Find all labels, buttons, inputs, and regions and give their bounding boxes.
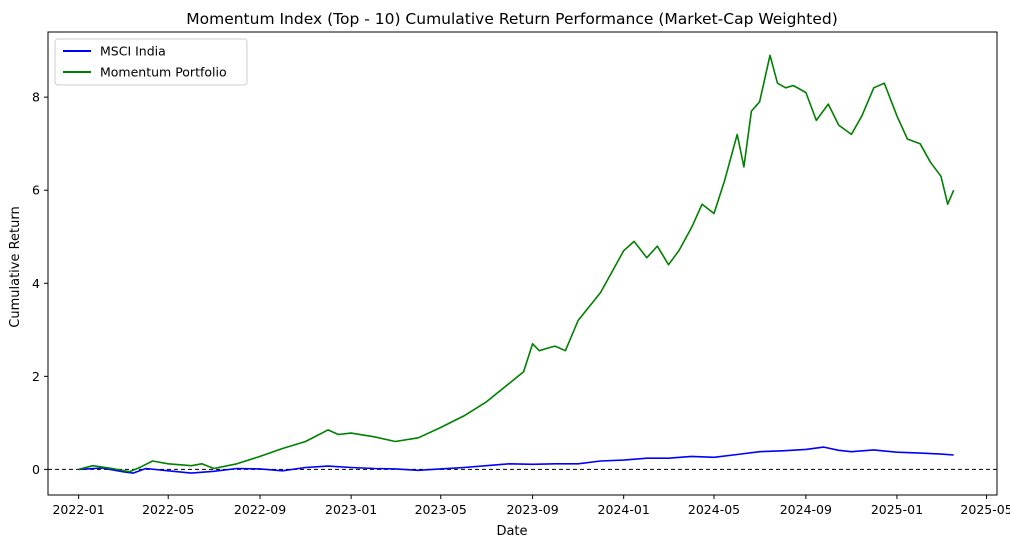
series-line-msci-india <box>78 446 954 474</box>
x-axis: 2022-01 2022-05 2022-09 2023-01 2023-05 2023-… <box>52 495 1010 517</box>
y-axis: 0 2 4 6 8 <box>32 90 48 477</box>
x-tick-label: 2025-05 <box>960 502 1010 517</box>
chart-title: Momentum Index (Top - 10) Cumulative Ret… <box>186 10 838 28</box>
legend-label-momentum-portfolio: Momentum Portfolio <box>100 65 227 80</box>
y-tick-label: 0 <box>32 462 40 477</box>
x-tick-label: 2022-09 <box>234 502 286 517</box>
x-tick-label: 2024-09 <box>780 502 832 517</box>
legend: MSCI India Momentum Portfolio <box>54 38 248 86</box>
legend-label-msci-india: MSCI India <box>100 44 166 59</box>
x-tick-label: 2023-09 <box>506 502 558 517</box>
x-tick-label: 2023-01 <box>325 502 377 517</box>
y-tick-label: 6 <box>32 183 40 198</box>
x-tick-label: 2022-05 <box>142 502 194 517</box>
series-line-momentum-portfolio <box>78 54 955 473</box>
x-axis-label: Date <box>496 524 527 539</box>
y-tick-label: 2 <box>32 369 40 384</box>
plot-frame <box>47 31 998 496</box>
x-tick-label: 2024-05 <box>688 502 740 517</box>
y-axis-label: Cumulative Return <box>8 206 23 327</box>
plot-area <box>47 31 998 496</box>
y-tick-label: 8 <box>32 90 40 105</box>
x-tick-label: 2025-01 <box>871 502 923 517</box>
x-tick-label: 2024-01 <box>598 502 650 517</box>
y-tick-label: 4 <box>32 276 40 291</box>
x-tick-label: 2022-01 <box>52 502 104 517</box>
x-tick-label: 2023-05 <box>415 502 467 517</box>
legend-box <box>54 38 248 86</box>
